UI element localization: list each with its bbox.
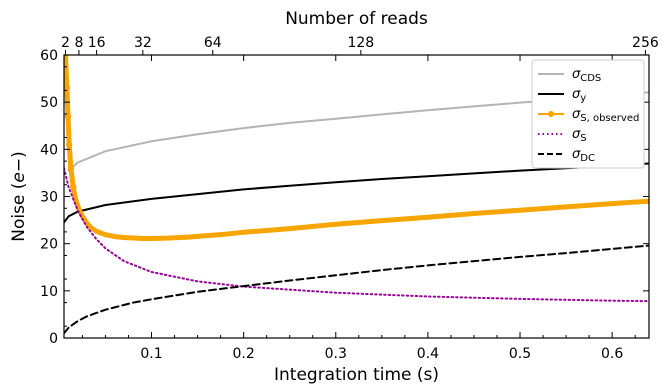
top-tick-label: 32 (134, 35, 152, 51)
y-tick-label: 60 (40, 48, 58, 64)
series-marker-observed (64, 113, 72, 120)
legend-label-sigma_dc: σDC (572, 147, 595, 164)
x-tick-label: 0.6 (601, 346, 623, 362)
y-tick-label: 50 (40, 95, 58, 111)
top-axis-title: Number of reads (285, 9, 428, 29)
legend-marker-observed (548, 111, 554, 117)
x-tick-label: 0.4 (417, 346, 439, 362)
legend-label-sigma_y: σy (572, 87, 586, 104)
legend-label-sigma_s: σS (572, 127, 587, 144)
x-tick-label: 0.5 (509, 346, 531, 362)
y-tick-label: 0 (49, 331, 58, 347)
legend-box (531, 59, 645, 169)
y-tick-label: 20 (40, 237, 58, 253)
legend-label-cds: σCDS (572, 67, 601, 84)
top-tick-label: 2 (61, 35, 70, 51)
top-axis-ticks: 2 8 16 32 64 128 256 (61, 35, 659, 55)
x-tick-label: 0.3 (325, 346, 347, 362)
top-tick-label: 16 (88, 35, 106, 51)
x-tick-label: 0.1 (140, 346, 162, 362)
y-tick-label: 40 (40, 142, 58, 158)
series-line-sigma_s (64, 167, 649, 303)
series-marker-observed (64, 55, 69, 59)
series-marker-observed (67, 165, 75, 172)
top-tick-label: 256 (632, 35, 659, 51)
legend-label-observed: σS, observed (572, 107, 639, 124)
series-line-sigma_dc (64, 244, 649, 335)
left-axis-ticks: 0 10 20 30 40 50 60 (40, 48, 649, 347)
bottom-axis-ticks: 0.1 0.2 0.3 0.4 0.5 0.6 (81, 55, 636, 362)
y-axis-title: Noise (e−) (9, 151, 29, 242)
series-line-sigma_y (64, 162, 649, 224)
top-tick-label: 64 (204, 35, 222, 51)
y-tick-label: 10 (40, 284, 58, 300)
x-axis-title: Integration time (s) (274, 365, 439, 385)
series-marker-observed (70, 183, 77, 191)
x-tick-label: 0.2 (233, 346, 255, 362)
series-marker-observed (65, 141, 73, 148)
top-tick-label: 128 (347, 35, 374, 51)
series-line-observed (64, 55, 649, 241)
y-tick-label: 30 (40, 190, 58, 206)
legend: σCDS σy σS, observed σS σDC (531, 59, 645, 169)
series-marker-observed (64, 84, 71, 92)
top-tick-label: 8 (74, 35, 83, 51)
